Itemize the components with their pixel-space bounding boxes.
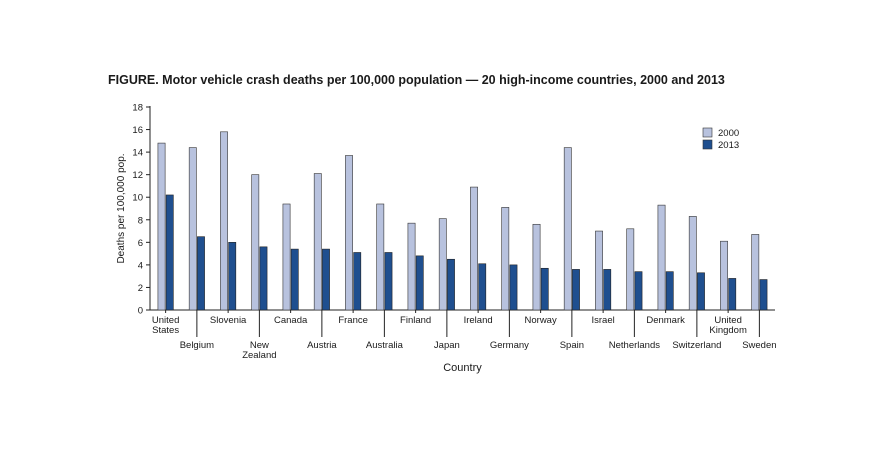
y-tick-label: 14 — [132, 148, 143, 159]
x-tick-label: Netherlands — [609, 340, 660, 351]
x-tick-label: Denmark — [646, 315, 685, 326]
bar-2000 — [407, 222, 416, 311]
bar-2013 — [165, 194, 174, 311]
bar-2013 — [572, 269, 580, 311]
legend-swatch-2013 — [702, 139, 713, 150]
bar-2000 — [313, 173, 322, 311]
bar-2013 — [228, 242, 237, 311]
bar-2000 — [501, 207, 510, 311]
bar-2000 — [470, 186, 478, 311]
bar-2000 — [345, 155, 353, 311]
bar-2000 — [688, 216, 697, 311]
bar-2013 — [384, 252, 393, 311]
bar-2013 — [259, 246, 268, 311]
bar-2013 — [509, 264, 518, 311]
bar-2000 — [438, 218, 447, 311]
legend-swatch-2000 — [702, 127, 713, 138]
bar-2013 — [634, 271, 643, 311]
bar-2000 — [532, 223, 541, 311]
figure-label: FIGURE — [108, 73, 156, 87]
x-tick-label: Switzerland — [672, 340, 721, 351]
x-tick-label: Israel — [592, 315, 615, 326]
bar-2013 — [603, 269, 612, 311]
y-tick-label: 2 — [138, 283, 143, 294]
bar-2013 — [353, 252, 362, 311]
bar-2000 — [157, 142, 166, 311]
x-tick-label: Canada — [274, 315, 308, 326]
bar-2013 — [540, 267, 549, 311]
x-tick-label: New — [250, 340, 269, 351]
bar-2000 — [751, 234, 760, 311]
bar-2013 — [759, 279, 768, 311]
bar-2000 — [251, 174, 260, 311]
y-tick-label: 6 — [138, 238, 143, 249]
y-tick-label: 0 — [138, 306, 143, 317]
x-tick-label: Japan — [434, 340, 460, 351]
y-tick-label: 8 — [138, 215, 143, 226]
legend-label-2000: 2000 — [718, 128, 739, 139]
x-tick-label: United — [714, 315, 741, 326]
x-tick-label: France — [338, 315, 368, 326]
x-tick-label: Australia — [366, 340, 404, 351]
x-tick-label: Belgium — [180, 340, 214, 351]
bar-2013 — [197, 236, 205, 311]
bar-2000 — [282, 203, 291, 311]
figure-title: FIGURE. Motor vehicle crash deaths per 1… — [108, 73, 725, 87]
bar-2000 — [376, 203, 385, 311]
x-tick-label: Ireland — [464, 315, 493, 326]
y-tick-label: 12 — [132, 170, 143, 181]
x-tick-label: Finland — [400, 315, 431, 326]
x-tick-label: Slovenia — [210, 315, 247, 326]
bar-2000 — [188, 147, 197, 311]
bar-2000 — [626, 228, 635, 311]
y-tick-label: 16 — [132, 125, 143, 136]
x-tick-label: Germany — [490, 340, 529, 351]
x-axis-label: Country — [443, 362, 482, 374]
x-tick-label: United — [152, 315, 179, 326]
bar-2013 — [322, 248, 330, 311]
figure-title-text: . Motor vehicle crash deaths per 100,000… — [155, 73, 725, 87]
y-tick-label: 18 — [132, 103, 143, 114]
y-axis-label: Deaths per 100,000 pop. — [116, 153, 127, 263]
bar-2000 — [220, 131, 228, 311]
bar-2000 — [595, 230, 603, 311]
x-tick-label: States — [152, 325, 179, 336]
x-tick-label: Kingdom — [709, 325, 747, 336]
bar-2000 — [657, 204, 666, 311]
legend-label-2013: 2013 — [718, 140, 739, 151]
x-tick-label: Zealand — [242, 350, 276, 361]
bar-2000 — [720, 240, 728, 311]
bar-2013 — [728, 278, 737, 311]
x-tick-label: Spain — [560, 340, 584, 351]
bar-2013 — [290, 248, 299, 311]
bar-2013 — [697, 272, 705, 311]
x-tick-label: Sweden — [742, 340, 776, 351]
x-tick-label: Austria — [307, 340, 337, 351]
y-tick-label: 4 — [138, 260, 143, 271]
y-tick-label: 10 — [132, 193, 143, 204]
bar-2013 — [415, 255, 424, 311]
bar-2013 — [665, 271, 674, 311]
x-tick-label: Norway — [525, 315, 557, 326]
bar-2013 — [447, 258, 455, 311]
bar-2013 — [478, 263, 487, 311]
bar-2000 — [563, 147, 572, 311]
